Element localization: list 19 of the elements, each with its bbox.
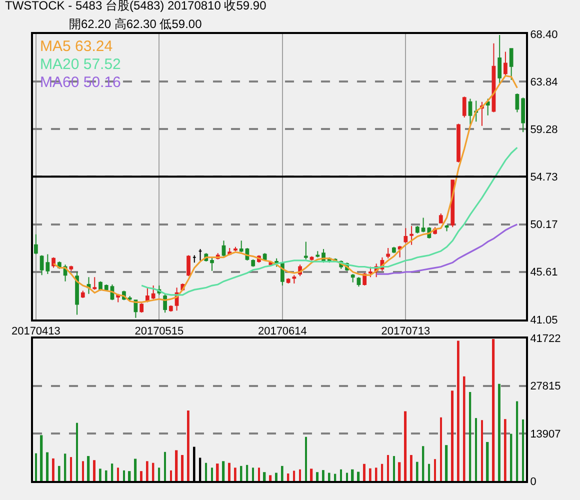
text: MA20 57.52 bbox=[40, 56, 121, 73]
x-tick-label: 20170515 bbox=[134, 326, 184, 338]
y-tick-label: 0 bbox=[530, 476, 536, 488]
y-tick-label: 41722 bbox=[530, 333, 561, 346]
y-tick-label: 68.40 bbox=[530, 28, 558, 41]
y-tick-label: 54.73 bbox=[530, 172, 558, 184]
x-tick-label: 20170713 bbox=[381, 326, 430, 338]
text: MA60 50.16 bbox=[40, 74, 121, 91]
chart-subtitle: 開62.20 高62.30 低59.00 bbox=[69, 17, 202, 31]
y-tick-label: 27815 bbox=[530, 380, 561, 393]
y-tick-label: 63.84 bbox=[530, 76, 558, 88]
y-tick-label: 45.61 bbox=[530, 266, 558, 279]
x-tick-label: 20170614 bbox=[258, 326, 307, 338]
y-tick-label: 13907 bbox=[530, 428, 561, 440]
x-tick-label: 20170413 bbox=[11, 326, 60, 338]
text: MA5 63.24 bbox=[40, 38, 113, 55]
y-tick-label: 59.28 bbox=[530, 124, 558, 136]
y-tick-label: 41.05 bbox=[530, 314, 558, 326]
y-tick-label: 50.17 bbox=[530, 219, 558, 232]
